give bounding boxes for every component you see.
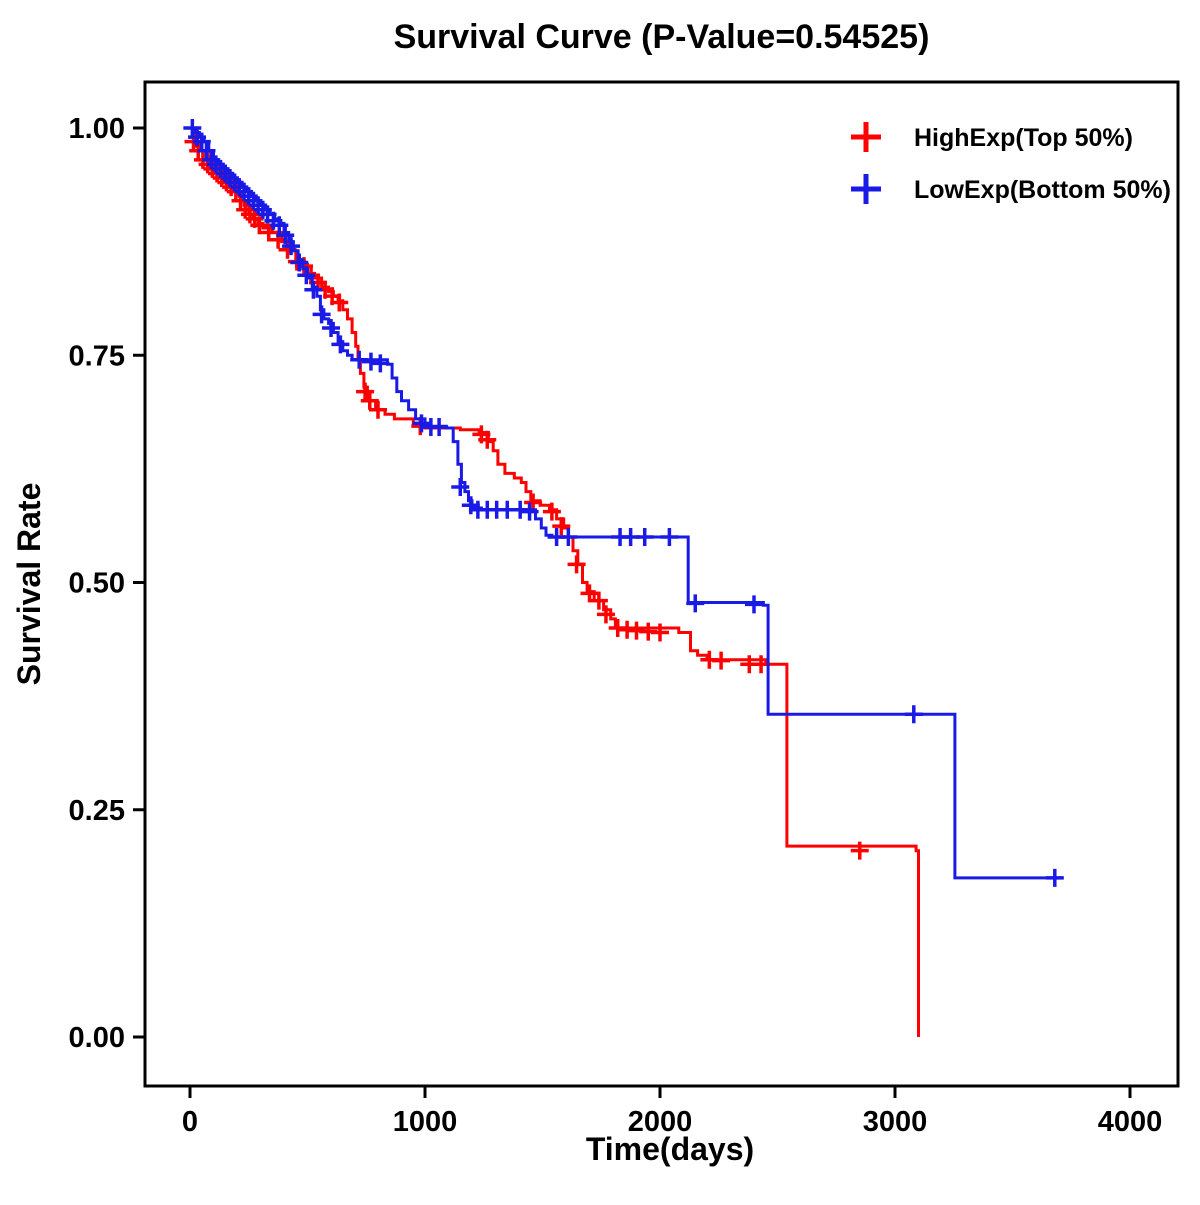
censor-plus-mark: [297, 266, 316, 285]
censor-plus-mark: [850, 841, 869, 860]
x-axis-label: Time(days): [586, 1131, 754, 1167]
plot-border: [143, 80, 1180, 1088]
censor-plus-mark: [412, 414, 431, 433]
censor-plus-mark: [608, 618, 627, 637]
censor-plus-mark: [686, 594, 705, 613]
series-line-highexp: [190, 135, 920, 1037]
censor-plus-mark: [567, 555, 586, 574]
censor-plus-mark: [350, 350, 369, 369]
censor-plus-mark: [360, 391, 379, 410]
censor-plus-mark: [589, 591, 608, 610]
censor-plus-mark: [369, 400, 387, 419]
censor-plus-mark: [282, 237, 301, 256]
y-axis-tick-label: 0.50: [69, 568, 125, 600]
censor-plus-mark: [361, 352, 380, 371]
censor-plus-mark: [290, 253, 309, 272]
censor-marks-lowexp: [183, 119, 1064, 887]
censor-plus-mark: [183, 119, 202, 137]
censor-plus-mark: [430, 418, 449, 437]
x-axis-tick-label: 0: [182, 1106, 198, 1138]
censor-plus-mark: [478, 430, 497, 449]
censor-plus-mark: [451, 478, 470, 497]
y-axis-label: Survival Rate: [11, 483, 47, 686]
censor-plus-mark: [371, 354, 390, 373]
x-axis-tick-label: 3000: [863, 1106, 928, 1138]
series-line-lowexp: [190, 126, 1058, 880]
censor-plus-mark: [511, 500, 530, 519]
censor-plus-mark: [1045, 868, 1064, 887]
legend-marker-lowexp: [851, 174, 881, 204]
censor-plus-mark: [904, 705, 923, 724]
censor-plus-mark: [304, 280, 323, 299]
censor-plus-mark: [270, 216, 289, 235]
censor-plus-mark: [542, 502, 561, 521]
censor-plus-mark: [331, 335, 350, 354]
censor-plus-mark: [276, 226, 295, 245]
x-axis-tick-label: 1000: [393, 1106, 458, 1138]
censor-plus-mark: [330, 293, 349, 312]
legend-label-highexp: HighExp(Top 50%): [914, 124, 1133, 152]
censor-plus-mark: [651, 623, 669, 642]
censor-plus-mark: [660, 528, 679, 547]
censor-plus-mark: [259, 223, 278, 242]
legend-marker-highexp: [851, 122, 881, 152]
censor-plus-mark: [356, 382, 375, 401]
x-axis-tick-label: 4000: [1098, 1106, 1163, 1138]
censor-plus-mark: [322, 318, 340, 337]
y-axis-tick-label: 1.00: [69, 113, 125, 145]
censor-plus-mark: [312, 305, 331, 324]
y-axis-tick-label: 0.75: [69, 340, 125, 372]
censor-plus-mark: [192, 132, 211, 151]
censor-plus-mark: [745, 595, 763, 614]
censor-plus-mark: [559, 528, 578, 547]
censor-plus-mark: [520, 502, 539, 521]
censor-plus-mark: [552, 517, 571, 536]
legend-label-lowexp: LowExp(Bottom 50%): [914, 176, 1171, 204]
x-axis-tick-label: 2000: [628, 1106, 693, 1138]
censor-plus-mark: [580, 584, 599, 603]
censor-plus-mark: [596, 605, 615, 624]
censor-plus-mark: [250, 216, 269, 235]
chart-title: Survival Curve (P-Value=0.54525): [394, 18, 930, 56]
y-axis-tick-label: 0.00: [69, 1022, 125, 1054]
censor-plus-mark: [712, 651, 731, 670]
legend: HighExp(Top 50%) LowExp(Bottom 50%): [851, 122, 1171, 204]
censor-marks-highexp: [184, 132, 869, 860]
censor-plus-mark: [197, 141, 216, 160]
censor-plus-mark: [635, 528, 654, 547]
y-axis-tick-label: 0.25: [69, 795, 125, 827]
